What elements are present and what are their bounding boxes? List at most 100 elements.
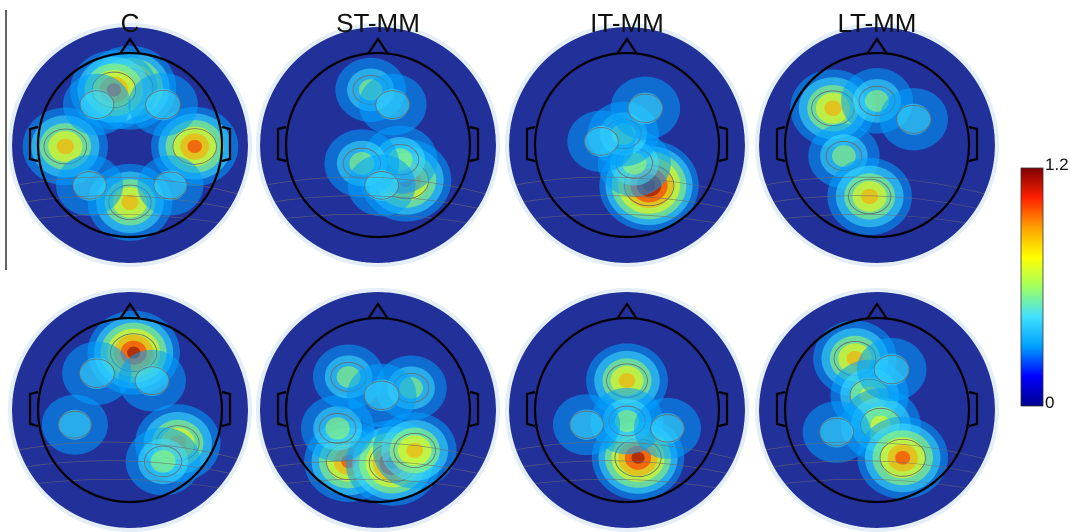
- contour-line: [17, 460, 243, 477]
- activation-blob: [824, 100, 842, 117]
- left-ear-marker: [28, 390, 39, 428]
- left-ear-marker: [276, 390, 287, 428]
- activation-blob: [153, 170, 187, 201]
- left-ear-marker: [28, 125, 39, 163]
- colorbar-min-label: 0: [1045, 393, 1055, 412]
- activation-blob: [58, 409, 92, 440]
- left-ear-marker: [525, 125, 536, 163]
- contour-line: [514, 213, 740, 228]
- contour-line: [764, 460, 990, 477]
- activation-blob: [187, 139, 202, 154]
- colorbar-max-label: 1.2: [1045, 155, 1069, 174]
- activation-blob: [861, 188, 879, 205]
- activation-blob: [569, 409, 604, 440]
- topomap: [256, 288, 500, 532]
- left-ear-marker: [775, 125, 786, 163]
- head-outline: [36, 51, 224, 239]
- activation-blob: [614, 409, 640, 433]
- column-title-lt-mm: LT-MM: [837, 8, 917, 38]
- activation-blob: [121, 194, 139, 211]
- right-ear-marker: [221, 390, 232, 428]
- left-ear-marker: [276, 125, 287, 163]
- activation-blob: [145, 88, 181, 121]
- nose-marker: [616, 37, 638, 55]
- nose-marker: [119, 302, 141, 320]
- contour-line: [583, 127, 619, 156]
- topomap: [505, 23, 749, 267]
- activation-blob: [79, 89, 114, 120]
- contour-line: [764, 195, 990, 212]
- topomap: [8, 23, 252, 267]
- contour-line: [896, 104, 932, 134]
- activation-blob: [895, 450, 911, 465]
- contour-line: [172, 128, 217, 165]
- contour-line: [17, 213, 243, 228]
- contour-line: [764, 213, 990, 228]
- activation-blob: [56, 138, 74, 155]
- nose-marker: [866, 302, 888, 320]
- activation-blob: [832, 145, 856, 167]
- column-title-c: C: [120, 8, 140, 38]
- contour-line: [265, 195, 491, 212]
- activation-blob: [631, 451, 645, 464]
- head-outline: [783, 51, 971, 239]
- right-ear-marker: [718, 390, 729, 428]
- contour-line: [17, 478, 243, 493]
- activation-blob: [618, 373, 636, 389]
- contour-line: [79, 358, 115, 388]
- topomap: [505, 288, 749, 532]
- activation-blob: [627, 92, 663, 125]
- contour-line: [375, 90, 411, 119]
- left-ear-marker: [775, 390, 786, 428]
- nose-marker: [119, 37, 141, 55]
- contour-line: [873, 354, 910, 385]
- activation-blob: [79, 357, 115, 390]
- contour-line: [764, 478, 990, 493]
- topomap: [755, 23, 999, 267]
- contour-line: [819, 417, 854, 447]
- head-outline: [533, 316, 721, 504]
- right-ear-marker: [968, 390, 979, 428]
- contour-line: [318, 413, 357, 444]
- activation-blob: [364, 170, 399, 201]
- right-ear-marker: [469, 125, 480, 163]
- contour-line: [265, 460, 491, 477]
- contour-line: [879, 438, 926, 477]
- contour-line: [650, 414, 685, 443]
- right-ear-marker: [968, 125, 979, 163]
- head-outline: [284, 51, 472, 239]
- contour-line: [363, 380, 400, 410]
- activation-blob: [364, 379, 400, 412]
- topomap: [755, 288, 999, 532]
- contour-line: [265, 478, 491, 493]
- activation-blob: [406, 442, 424, 459]
- contour-line: [393, 432, 437, 468]
- right-ear-marker: [221, 125, 232, 163]
- activation-blob: [650, 413, 685, 444]
- contour-line: [514, 478, 740, 493]
- contour-line: [514, 460, 740, 477]
- left-ear-marker: [525, 390, 536, 428]
- column-title-st-mm: ST-MM: [336, 8, 420, 38]
- activation-blob: [135, 365, 169, 396]
- activation-blob: [325, 417, 350, 440]
- topomap: [256, 23, 500, 267]
- topomap-grid: [8, 23, 999, 532]
- contour-line: [514, 195, 740, 212]
- head-outline: [783, 316, 971, 504]
- contour-line: [79, 90, 115, 119]
- contour-line: [364, 171, 400, 200]
- column-title-it-mm: IT-MM: [590, 8, 664, 38]
- activation-blob: [874, 353, 910, 386]
- topomap: [8, 288, 252, 532]
- nose-marker: [367, 37, 389, 55]
- contour-line: [17, 195, 243, 212]
- head-outline: [533, 51, 721, 239]
- contour-line: [134, 366, 170, 395]
- nose-marker: [616, 302, 638, 320]
- head-outline: [36, 316, 224, 504]
- contour-line: [627, 93, 664, 123]
- contour-line: [569, 410, 604, 439]
- head-outline: [284, 316, 472, 504]
